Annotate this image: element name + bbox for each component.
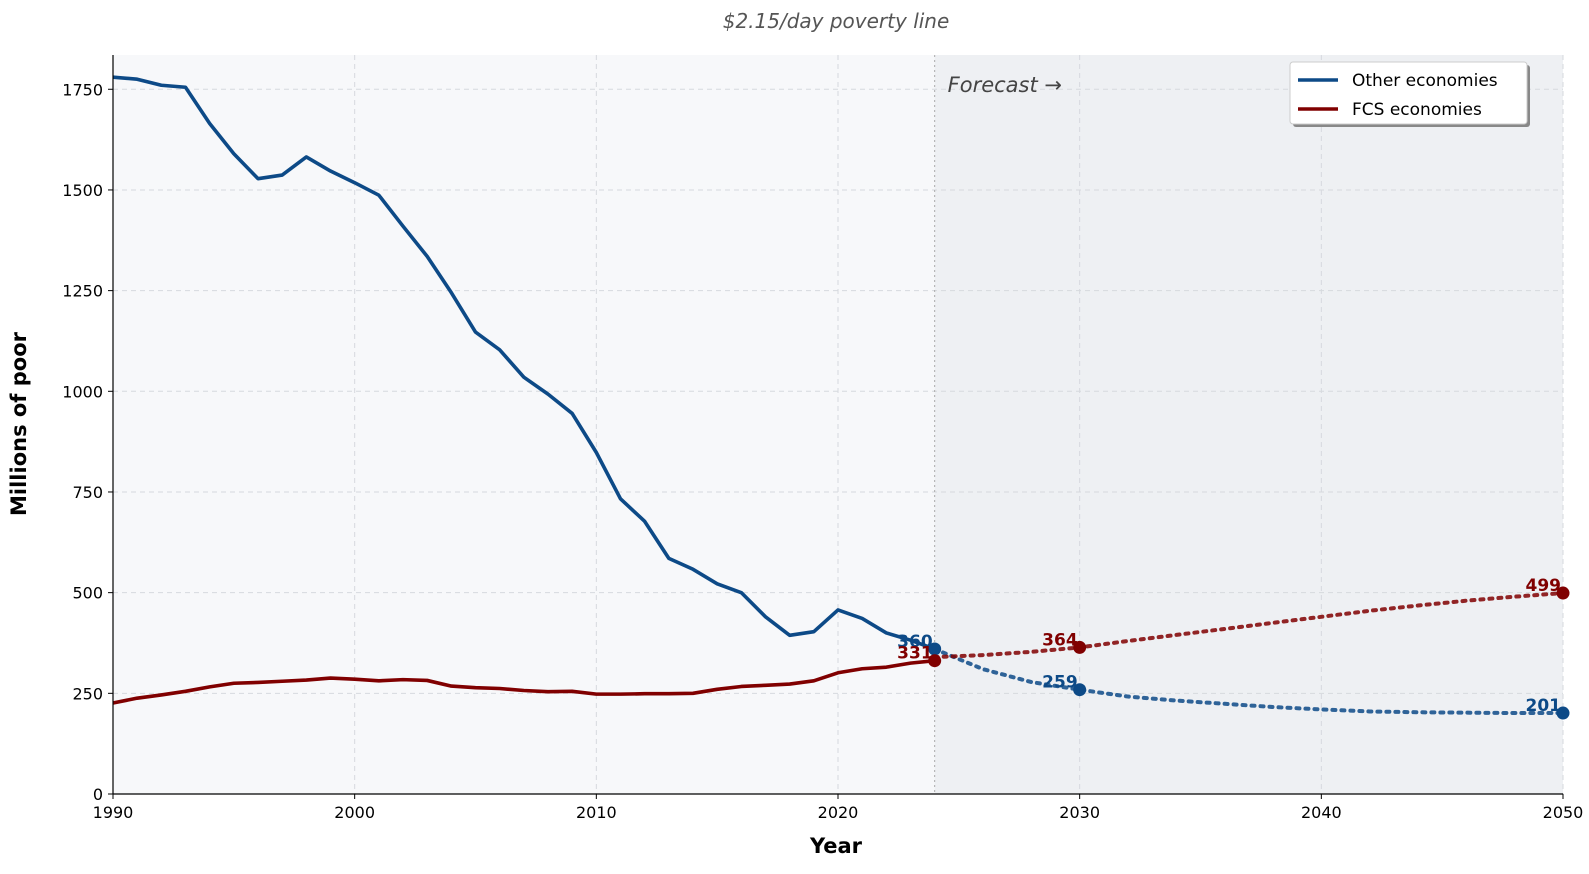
x-tick-label: 2000: [334, 803, 375, 822]
fcs-economies-marker: [1073, 640, 1087, 654]
y-tick-label: 1750: [62, 80, 103, 99]
x-tick-label: 2020: [818, 803, 859, 822]
axes: 1990 2000 2010 2020 2030 2040 2050 0 250 500 750 10…: [62, 55, 1583, 822]
fcs-economies-marker: [1556, 586, 1570, 600]
other-economies-marker: [928, 642, 942, 656]
y-tick-label: 750: [72, 483, 103, 502]
y-tick-label: 0: [93, 785, 103, 804]
other-economies-marker-label: 201: [1526, 696, 1562, 716]
other-economies-historical-line: [112, 75, 936, 651]
legend: Other economies FCS economies: [1289, 61, 1530, 127]
x-tick-label: 2040: [1301, 803, 1342, 822]
chart-subtitle: $2.15/day poverty line: [723, 9, 950, 33]
fcs-economies-marker: [928, 654, 942, 668]
other-economies-marker-label: 360: [897, 632, 933, 652]
legend-label: FCS economies: [1352, 100, 1482, 120]
x-tick-label: 2010: [576, 803, 617, 822]
y-tick-label: 500: [72, 584, 103, 603]
forecast-label: Forecast →: [948, 73, 1062, 97]
fcs-economies-marker-label: 499: [1526, 576, 1562, 596]
y-axis-title: Millions of poor: [7, 331, 31, 516]
fcs-economies-historical-line: [112, 658, 935, 705]
y-tick-label: 1000: [62, 382, 103, 401]
legend-box: [1289, 61, 1528, 125]
other-economies-marker: [1073, 683, 1087, 697]
y-tick-label: 1250: [62, 282, 103, 301]
x-tick-label: 2050: [1543, 803, 1584, 822]
x-tick-label: 2030: [1059, 803, 1100, 822]
legend-label: Other economies: [1352, 71, 1498, 91]
fcs-economies-marker-label: 364: [1042, 630, 1078, 650]
fcs-economies-marker-label: 331: [897, 644, 933, 664]
other-economies-marker: [1556, 706, 1570, 720]
fcs-economies-forecast-line: [932, 591, 1565, 660]
x-tick-label: 1990: [93, 803, 134, 822]
other-economies-marker-label: 259: [1042, 673, 1078, 693]
y-tick-label: 1500: [62, 181, 103, 200]
other-economies-forecast-line: [932, 647, 1565, 716]
x-axis-title: Year: [809, 834, 863, 858]
y-tick-label: 250: [72, 684, 103, 703]
series-layer: 360 259 201 331 364 499: [112, 75, 1570, 720]
forecast-region: [934, 55, 1563, 794]
